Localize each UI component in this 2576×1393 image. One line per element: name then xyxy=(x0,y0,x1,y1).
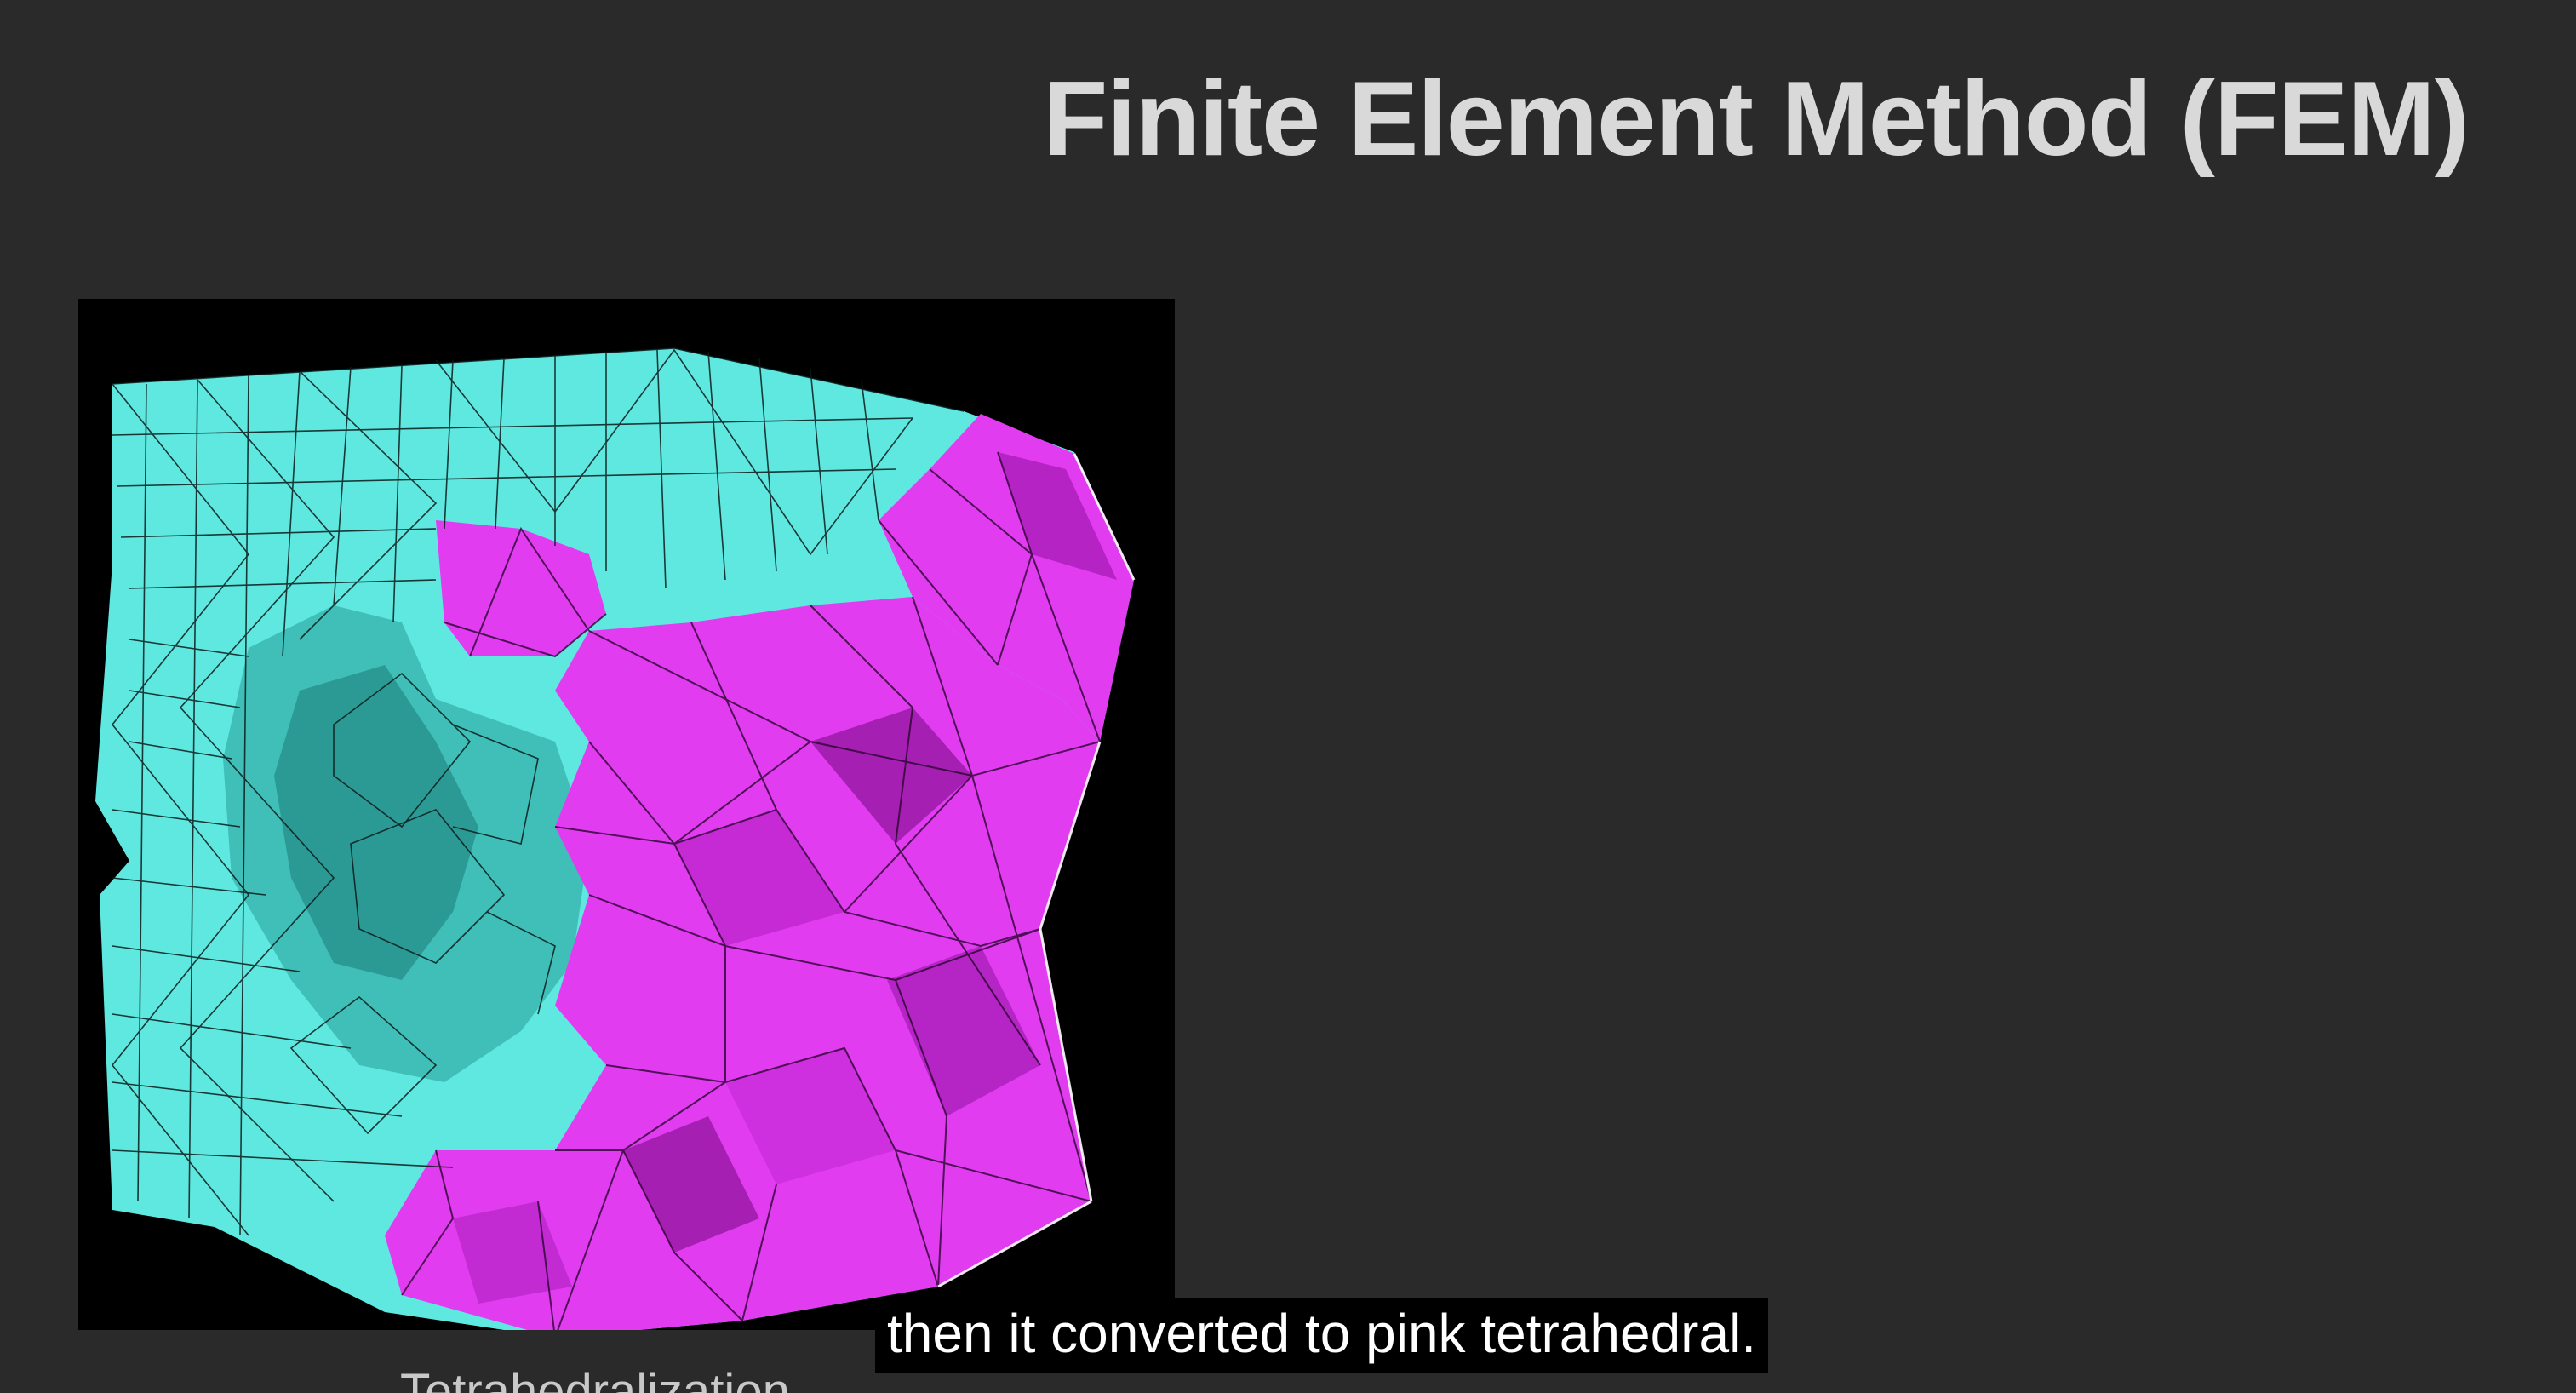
fem-mesh-illustration xyxy=(78,299,1175,1330)
figure-caption: Tetrahedralization xyxy=(400,1364,790,1393)
cyan-mesh-edges xyxy=(111,347,965,1236)
fem-mesh-image xyxy=(78,299,1175,1330)
video-subtitle: then it converted to pink tetrahedral. xyxy=(875,1298,1769,1373)
slide-title: Finite Element Method (FEM) xyxy=(1043,60,2470,178)
highlight-edges xyxy=(937,453,1136,1288)
pink-mesh-edges xyxy=(401,451,1101,1330)
pink-tetrahedral-region xyxy=(385,414,1134,1330)
